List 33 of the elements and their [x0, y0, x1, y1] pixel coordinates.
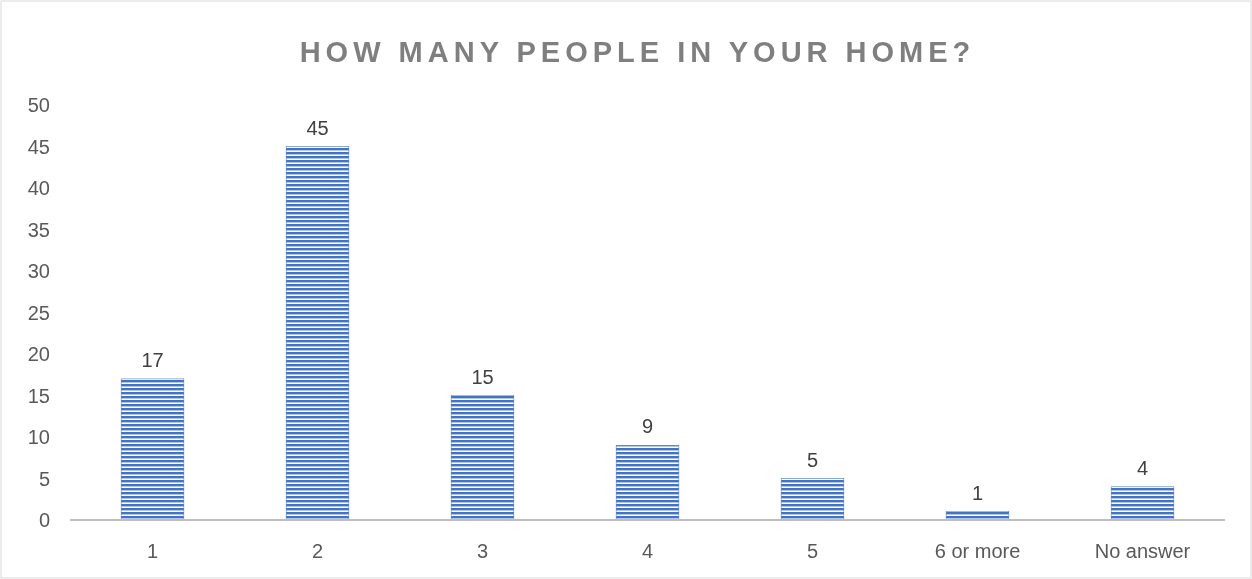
- y-tick-label: 10: [27, 426, 50, 448]
- bar: [615, 445, 680, 521]
- bar: [285, 146, 350, 521]
- data-label: 5: [806, 448, 819, 471]
- x-tick-label: 5: [806, 540, 819, 562]
- x-tick-label: 3: [476, 540, 489, 562]
- x-tick-label: 4: [641, 540, 654, 562]
- chart-title: HOW MANY PEOPLE IN YOUR HOME?: [299, 36, 976, 68]
- y-tick-label: 35: [27, 218, 50, 241]
- data-label: 45: [306, 116, 329, 139]
- bar: [780, 478, 845, 521]
- y-tick-label: 50: [27, 94, 50, 116]
- data-label: 4: [1136, 456, 1149, 479]
- x-tick-label: 6 or more: [934, 540, 1021, 562]
- y-tick-label: 30: [27, 260, 50, 282]
- y-tick-label: 20: [27, 343, 50, 365]
- x-tick-label: 1: [146, 540, 159, 562]
- x-tick-label: 2: [311, 540, 324, 562]
- data-label: 17: [141, 348, 164, 371]
- y-tick-label: 5: [38, 467, 50, 490]
- data-label: 9: [641, 415, 654, 438]
- x-tick-label: No answer: [1094, 540, 1191, 562]
- y-tick-label: 25: [27, 301, 50, 324]
- y-tick-label: 15: [27, 384, 50, 407]
- data-label: 1: [971, 481, 984, 504]
- bar: [450, 395, 515, 521]
- data-label: 15: [471, 365, 494, 388]
- bar: [120, 378, 185, 521]
- bar: [1110, 486, 1175, 521]
- y-tick-label: 40: [27, 177, 50, 199]
- y-tick-label: 0: [38, 509, 50, 531]
- bar: [945, 511, 1010, 521]
- y-tick-label: 45: [27, 135, 50, 158]
